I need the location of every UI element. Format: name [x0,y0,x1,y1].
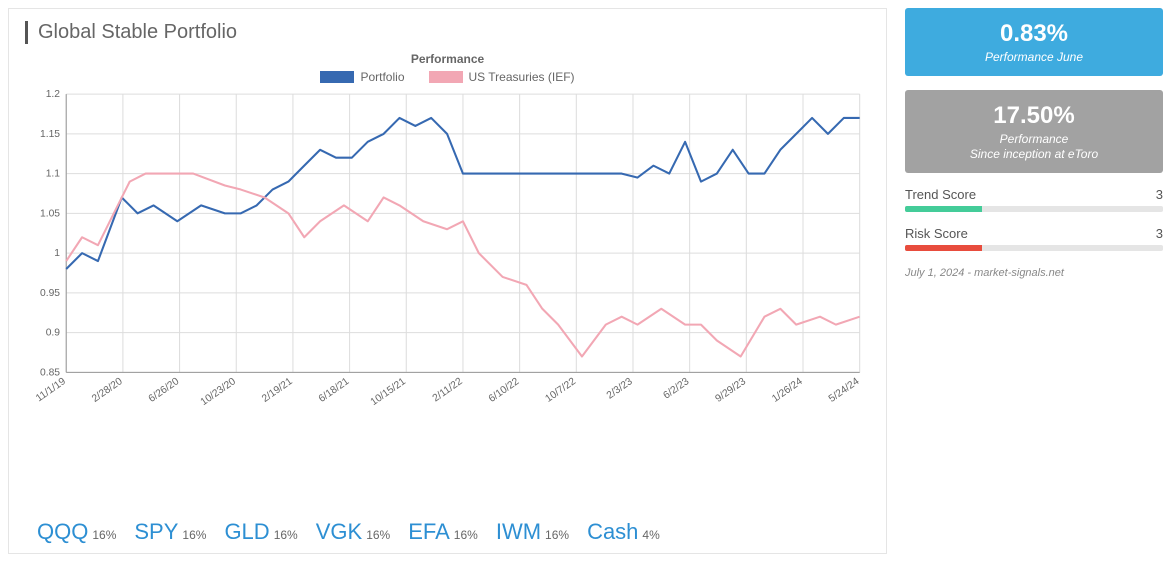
allocation-efa[interactable]: EFA 16% [408,519,478,545]
allocation-ticker: EFA [408,519,450,545]
svg-text:6/2/23: 6/2/23 [662,376,692,402]
perf-month-label: Performance June [913,50,1155,66]
legend-label: Portfolio [360,70,404,84]
allocation-pct: 16% [92,528,116,542]
allocation-pct: 16% [454,528,478,542]
svg-text:1.05: 1.05 [40,208,60,219]
svg-text:1/26/24: 1/26/24 [770,376,805,405]
trend-score-bar-fill [905,206,982,212]
perf-inception-value: 17.50% [913,102,1155,130]
allocation-pct: 16% [545,528,569,542]
perf-month-box: 0.83% Performance June [905,8,1163,76]
svg-text:1.1: 1.1 [46,169,61,180]
svg-text:10/7/22: 10/7/22 [544,376,579,405]
legend-swatch [320,71,354,83]
risk-score-bar-bg [905,245,1163,251]
trend-score-label: Trend Score [905,187,976,202]
svg-text:11/1/19: 11/1/19 [34,376,68,404]
risk-score-label: Risk Score [905,226,968,241]
svg-text:9/29/23: 9/29/23 [714,376,749,405]
perf-month-value: 0.83% [913,20,1155,48]
svg-text:2/11/22: 2/11/22 [431,376,465,404]
legend-item-us-treasuries-ief-: US Treasuries (IEF) [429,70,575,84]
allocations-row: QQQ 16% SPY 16% GLD 16% VGK 16% EFA 16% IWM 16% Cash… [25,519,870,545]
svg-text:2/3/23: 2/3/23 [605,376,635,402]
allocation-spy[interactable]: SPY 16% [134,519,206,545]
perf-inception-label: PerformanceSince inception at eToro [913,132,1155,163]
svg-text:6/10/22: 6/10/22 [487,376,522,405]
page-title: Global Stable Portfolio [38,21,870,44]
timestamp: July 1, 2024 - market-signals.net [905,267,1163,279]
allocation-ticker: Cash [587,519,638,545]
perf-inception-box: 17.50% PerformanceSince inception at eTo… [905,90,1163,173]
svg-text:0.95: 0.95 [40,288,60,299]
svg-text:6/26/20: 6/26/20 [147,376,182,405]
svg-text:6/18/21: 6/18/21 [317,376,352,405]
allocation-gld[interactable]: GLD 16% [224,519,297,545]
allocation-pct: 16% [274,528,298,542]
allocation-iwm[interactable]: IWM 16% [496,519,569,545]
chart-title: Performance [25,52,870,66]
right-panel: 0.83% Performance June 17.50% Performanc… [905,8,1163,554]
allocation-ticker: IWM [496,519,541,545]
left-panel: Global Stable Portfolio Performance Port… [8,8,887,554]
trend-score-block: Trend Score 3 [905,187,1163,212]
allocation-vgk[interactable]: VGK 16% [316,519,391,545]
allocation-cash[interactable]: Cash 4% [587,519,660,545]
legend-label: US Treasuries (IEF) [469,70,575,84]
svg-text:1.15: 1.15 [40,129,60,140]
risk-score-value: 3 [1156,226,1163,241]
svg-text:1: 1 [54,248,60,259]
svg-text:2/28/20: 2/28/20 [90,376,125,405]
svg-text:10/15/21: 10/15/21 [369,376,408,408]
svg-text:5/24/24: 5/24/24 [827,376,862,405]
allocation-ticker: QQQ [37,519,88,545]
allocation-pct: 4% [642,528,659,542]
allocation-ticker: SPY [134,519,178,545]
risk-score-bar-fill [905,245,982,251]
performance-chart: Performance Portfolio US Treasuries (IEF)… [25,52,870,487]
svg-text:0.9: 0.9 [46,328,61,339]
trend-score-bar-bg [905,206,1163,212]
svg-text:1.2: 1.2 [46,90,61,100]
allocation-ticker: GLD [224,519,269,545]
svg-text:0.85: 0.85 [40,367,60,378]
chart-legend: Portfolio US Treasuries (IEF) [25,70,870,84]
svg-text:2/19/21: 2/19/21 [260,376,295,405]
allocation-ticker: VGK [316,519,362,545]
allocation-pct: 16% [366,528,390,542]
page-title-bar: Global Stable Portfolio [25,21,870,44]
allocation-qqq[interactable]: QQQ 16% [37,519,116,545]
trend-score-value: 3 [1156,187,1163,202]
risk-score-block: Risk Score 3 [905,226,1163,251]
legend-swatch [429,71,463,83]
svg-text:10/23/20: 10/23/20 [199,376,238,408]
line-chart-svg: 0.85 0.9 0.95 1 1.05 1.1 1.15 1.2 11/1/19 2/28/20… [25,90,870,420]
allocation-pct: 16% [182,528,206,542]
legend-item-portfolio: Portfolio [320,70,404,84]
